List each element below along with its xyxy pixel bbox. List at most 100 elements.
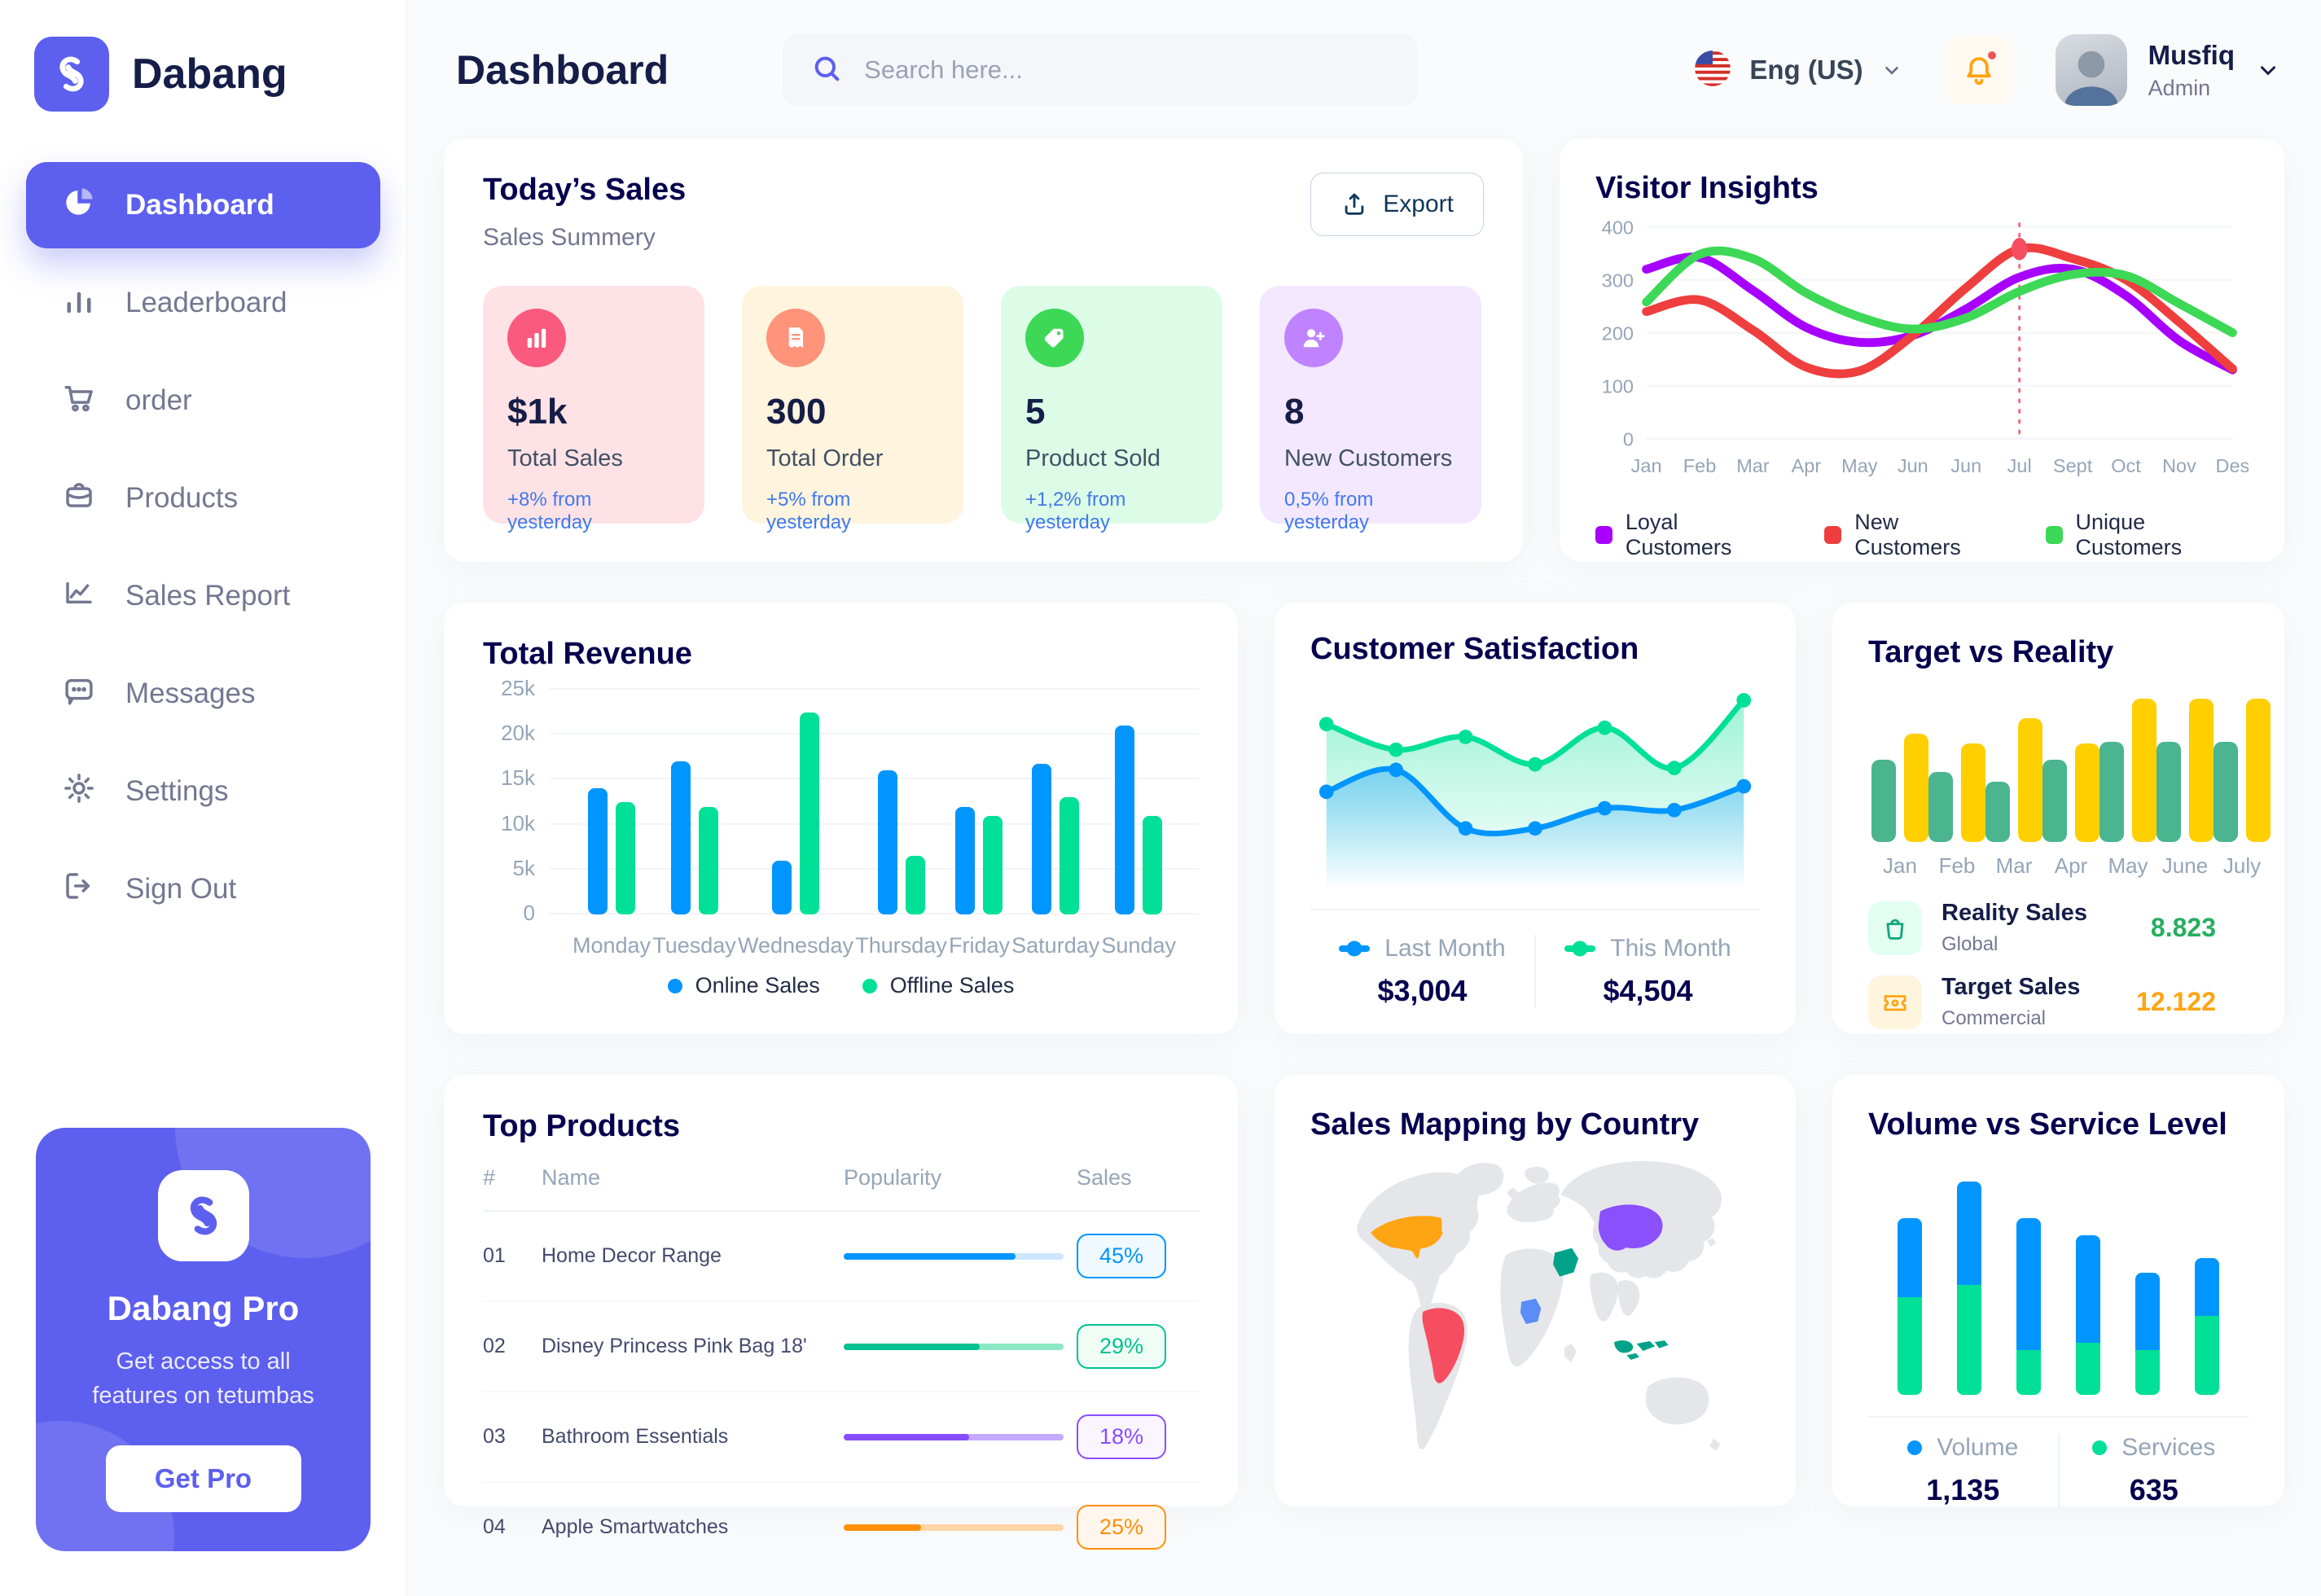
- legend-swatch: [2045, 526, 2063, 545]
- legend-value: $3,004: [1377, 973, 1468, 1007]
- x-tick: Thursday: [855, 933, 947, 958]
- bar: [1898, 1297, 1922, 1395]
- sidebar-item-products[interactable]: Products: [26, 455, 380, 542]
- legend-item: Online Sales: [667, 973, 820, 998]
- table-body: 01 Home Decor Range 45% 02 Disney Princess P…: [483, 1212, 1199, 1572]
- bar: [955, 806, 976, 914]
- legend-swatch: [862, 978, 877, 993]
- legend-swatch: [1907, 1440, 1923, 1455]
- bar-group: Monday: [573, 690, 651, 958]
- sidebar-item-settings[interactable]: Settings: [26, 748, 380, 835]
- stat-delta: 0,5% from yesterday: [1284, 489, 1374, 533]
- svg-text:Jun: Jun: [1898, 455, 1928, 476]
- bar: [2246, 698, 2271, 842]
- sidebar-item-label: order: [125, 384, 192, 416]
- bar-group: [2135, 1273, 2160, 1395]
- export-button[interactable]: Export: [1310, 173, 1484, 236]
- avatar: [2055, 34, 2127, 106]
- y-tick: 20k: [501, 721, 535, 746]
- map-uk: [1506, 1187, 1519, 1200]
- bar-group: Tuesday: [652, 690, 736, 958]
- bar: [2156, 741, 2181, 842]
- y-tick: 15k: [501, 765, 535, 791]
- sidebar-item-order[interactable]: order: [26, 357, 380, 444]
- legend-swatch: [2092, 1440, 2108, 1455]
- bar: [2016, 1217, 2041, 1350]
- x-tick: Tuesday: [652, 933, 736, 958]
- bar: [670, 761, 691, 914]
- bar: [1928, 771, 1953, 842]
- search-input[interactable]: [864, 55, 1391, 85]
- bar: [2018, 718, 2042, 842]
- sidebar-item-label: Sign Out: [125, 873, 237, 905]
- product-index: 04: [483, 1515, 506, 1538]
- legend-title: Target Sales: [1941, 974, 2081, 1000]
- svg-text:Jun: Jun: [1950, 455, 1981, 476]
- bar-group: July: [2214, 691, 2271, 879]
- bar: [616, 802, 636, 914]
- y-tick: 10k: [501, 810, 535, 835]
- brand: Dabang: [26, 37, 380, 112]
- sidebar-item-dashboard[interactable]: Dashboard: [26, 162, 380, 248]
- get-pro-button[interactable]: Get Pro: [105, 1445, 301, 1512]
- bar-group: Friday: [949, 690, 1010, 958]
- stat-value: 8: [1284, 392, 1305, 432]
- notifications-button[interactable]: [1944, 36, 2013, 104]
- bar: [772, 860, 792, 914]
- sidebar-item-leaderboard[interactable]: Leaderboard: [26, 260, 380, 346]
- legend-item: Loyal Customers: [1595, 510, 1782, 560]
- bar-group: June: [2156, 691, 2214, 879]
- bar-chart-icon: [62, 283, 96, 324]
- language-selector[interactable]: Eng (US): [1694, 50, 1902, 91]
- card-title: Customer Satisfaction: [1310, 632, 1639, 666]
- sidebar-item-sales-report[interactable]: Sales Report: [26, 553, 380, 639]
- gridline: [550, 733, 1199, 735]
- popularity-fill: [844, 1252, 1016, 1260]
- pro-description: Get access to all features on tetumbas: [92, 1348, 314, 1409]
- stat-card-product-sold: 5 Product Sold +1,2% from yesterday: [1001, 286, 1222, 533]
- sidebar-item-label: Messages: [125, 677, 256, 709]
- legend-item: Target Sales Commercial 12.122: [1868, 974, 2249, 1030]
- language-label: Eng (US): [1749, 55, 1863, 85]
- visitor-insights-chart: 0 100 200 300 400 Jan Feb Mar Apr May Jun Jun Jul Sep…: [1602, 217, 2250, 476]
- brand-logo-icon: [34, 37, 109, 112]
- bar-group: May: [2099, 691, 2156, 879]
- bar: [588, 788, 608, 914]
- ticket-icon: [1868, 975, 1922, 1029]
- gridline: [550, 913, 1199, 914]
- gridline: [550, 867, 1199, 870]
- bar: [905, 856, 925, 914]
- search-bar[interactable]: [783, 34, 1419, 106]
- x-tick: Apr: [2054, 853, 2088, 878]
- x-tick: May: [2108, 853, 2148, 878]
- map-country-china: [1598, 1204, 1663, 1251]
- svg-text:Sept: Sept: [2053, 455, 2093, 476]
- stat-value: 5: [1025, 392, 1046, 432]
- card-title: Top Products: [483, 1109, 681, 1143]
- gear-icon: [62, 771, 96, 813]
- pro-card: Dabang Pro Get access to all features on…: [36, 1127, 371, 1551]
- gridline: [550, 822, 1199, 825]
- popularity-bar: [844, 1524, 1064, 1531]
- message-icon: [62, 673, 96, 715]
- product-index: 02: [483, 1335, 506, 1357]
- y-tick: 5k: [512, 855, 535, 880]
- sales-badge: 25%: [1077, 1505, 1167, 1550]
- legend-value: 1,135: [1926, 1473, 2000, 1506]
- bar: [2135, 1273, 2160, 1350]
- map-japan: [1700, 1222, 1712, 1234]
- todays-sales-card: Today’s Sales Sales Summery Export: [444, 138, 1523, 562]
- legend-item: Offline Sales: [862, 973, 1014, 998]
- bar-group: Apr: [2042, 691, 2099, 879]
- search-icon: [810, 52, 843, 89]
- bar-group: [1898, 1217, 1922, 1395]
- sidebar-item-messages[interactable]: Messages: [26, 651, 380, 737]
- sidebar-item-sign-out[interactable]: Sign Out: [26, 846, 380, 932]
- card-subtitle: Sales Summery: [483, 224, 656, 251]
- user-menu[interactable]: Musfiq Admin: [2055, 34, 2280, 106]
- sidebar-nav: Dashboard Leaderboard order: [26, 162, 380, 932]
- legend-swatch: [1595, 526, 1612, 545]
- legend-item: This Month $4,504: [1536, 935, 1760, 1008]
- x-tick: June: [2161, 853, 2209, 878]
- bar: [2195, 1258, 2219, 1316]
